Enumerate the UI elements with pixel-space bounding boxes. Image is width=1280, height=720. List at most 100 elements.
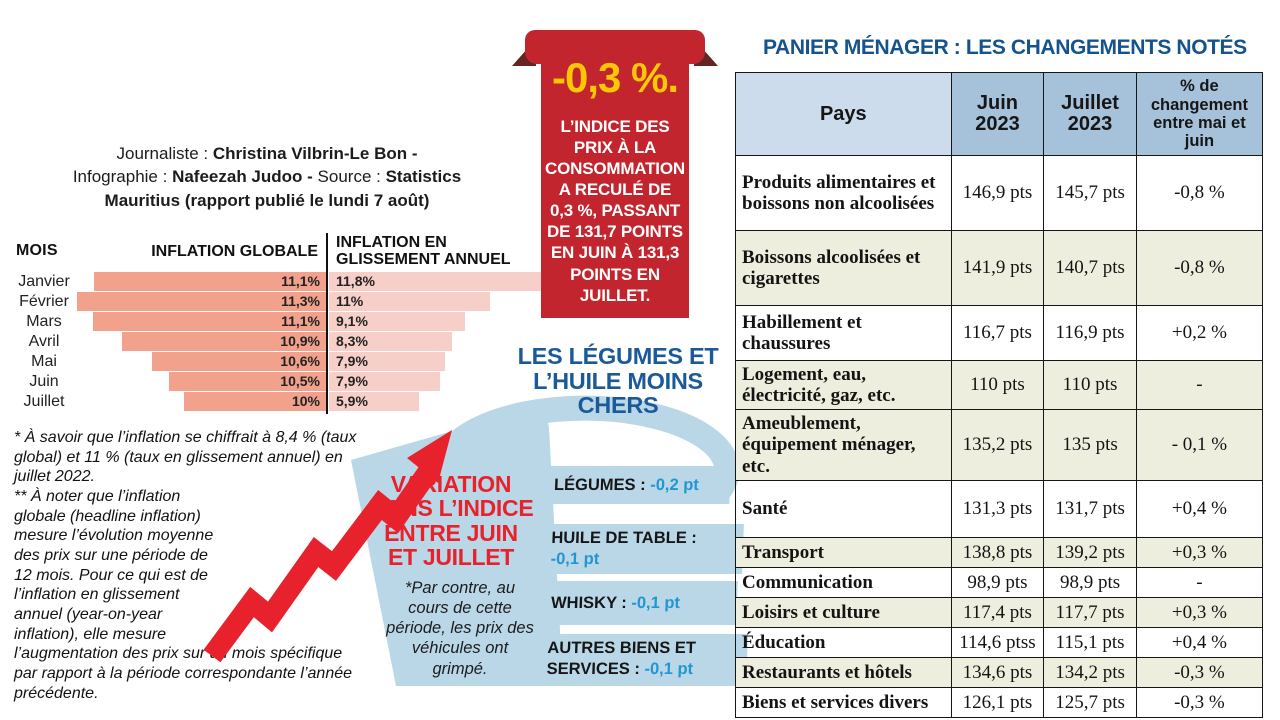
value-cell: 134,2 pts (1043, 657, 1137, 688)
credit-bold-segment: Nafeezah Judoo - (172, 167, 318, 187)
month-label: Juin (29, 373, 59, 390)
value-cell: 115,1 pts (1043, 627, 1137, 658)
table-row: Logement, eau, électricité, gaz, etc. 110… (735, 360, 1264, 410)
credit-segment: Journaliste : (116, 144, 213, 163)
value-cell: +0,2 % (1135, 305, 1264, 361)
value-cell: 98,9 pts (1043, 567, 1137, 598)
value-cell: 116,9 pts (1043, 305, 1137, 361)
credits-block: Journaliste : Christina Vilbrin-Le Bon -… (52, 142, 482, 212)
variation-item-value: -0,1 pt (644, 660, 694, 679)
ribbon-paragraph: L’INDICE DES PRIX À LA CONSOMMATION A RE… (545, 117, 685, 305)
value-cell: - 0,1 % (1135, 409, 1264, 481)
value-cell: 110 pts (950, 360, 1045, 410)
ribbon-banner: -0,3 %. L’INDICE DES PRIX À LA CONSOMMAT… (512, 28, 718, 318)
category-cell: Boissons alcoolisées et cigarettes (735, 230, 952, 306)
value-cell: 126,1 pts (950, 687, 1045, 718)
value-cell: 116,7 pts (950, 305, 1045, 361)
section-heading-legumes: LES LÉGUMES ET L’HUILE MOINS CHERS (517, 343, 719, 419)
month-label: Janvier (18, 273, 70, 290)
table-row: Loisirs et culture 117,4 pts 117,7 pts +0,3… (735, 597, 1264, 628)
category-cell: Produits alimentaires et boissons non al… (735, 155, 952, 231)
variation-item-4: AUTRES BIENS ET SERVICES : -0,1 pt (534, 634, 748, 686)
month-label: Février (19, 293, 69, 310)
table-row: Santé 131,3 pts 131,7 pts +0,4 % (735, 480, 1264, 538)
value-cell: 134,6 pts (950, 657, 1045, 688)
value-cell: +0,4 % (1135, 627, 1264, 658)
variation-item-value: -0,1 pt (631, 594, 681, 612)
value-cell: 135,2 pts (950, 409, 1045, 481)
table-row: Boissons alcoolisées et cigarettes 141,9 … (735, 230, 1264, 306)
variation-item-value: -0,2 pt (649, 476, 700, 494)
variation-item-label: LÉGUMES : (553, 476, 651, 494)
bar-inflation-globale: 10% (184, 392, 326, 411)
column-header-4: % de changement entre mai et juin (1135, 72, 1264, 156)
data-table: Pays Juin 2023 Juillet 2023% de changement… (735, 72, 1264, 718)
bar-inflation-globale: 11,3% (77, 292, 326, 311)
chart-global-column-header: INFLATION GLOBALE (151, 243, 318, 260)
credit-bold-segment: Christina Vilbrin-Le Bon - (212, 144, 418, 163)
chart-row-février: Février 11,3% 11% (0, 292, 600, 312)
credits-line-2: Infographie : Nafeezah Judoo - Source : … (52, 165, 482, 188)
value-cell: +0,3 % (1135, 597, 1264, 628)
variation-item-label: HUILE DE TABLE : (551, 529, 698, 547)
footnote-1: * À savoir que l’inflation se chiffrait … (14, 429, 357, 486)
table-row: Transport 138,8 pts 139,2 pts +0,3 % (735, 537, 1264, 568)
ribbon-headline: -0,3 %. (551, 54, 679, 101)
credit-segment: Source : (317, 167, 386, 187)
value-cell: 110 pts (1043, 360, 1137, 410)
bar-inflation-globale: 11,1% (94, 272, 326, 291)
footnote-wrap-spacer (226, 487, 368, 639)
value-cell: +0,3 % (1135, 537, 1264, 568)
variation-item-value: -0,1 pt (550, 550, 600, 569)
value-cell: 117,4 pts (950, 597, 1045, 628)
chart-month-column-header: MOIS (16, 242, 58, 259)
chart-row-mars: Mars 11,1% 9,1% (0, 312, 600, 332)
column-header-3: Juillet 2023 (1043, 72, 1137, 156)
variation-note: *Par contre, au cours de cette période, … (386, 579, 534, 678)
category-cell: Ameublement, équipement ménager, etc. (735, 409, 952, 481)
variation-title: VARIATION DANS L’INDICE ENTRE JUIN ET JU… (368, 471, 534, 571)
chart-row-juillet: Juillet 10% 5,9% (0, 392, 600, 412)
bar-inflation-glissement: 11% (329, 292, 490, 311)
table-row: Éducation 114,6 ptss 115,1 pts +0,4 % (735, 627, 1264, 658)
credit-segment: Infographie : (72, 167, 173, 187)
month-label: Mars (26, 313, 62, 330)
category-cell: Logement, eau, électricité, gaz, etc. (735, 360, 952, 410)
bar-inflation-glissement: 9,1% (329, 312, 465, 331)
value-cell: - (1135, 567, 1264, 598)
chart-row-mai: Mai 10,6% 7,9% (0, 352, 600, 372)
category-cell: Éducation (735, 627, 952, 658)
variation-item-3: WHISKY : -0,1 pt (536, 581, 738, 625)
value-cell: 131,3 pts (950, 480, 1045, 538)
category-cell: Habillement et chaussures (735, 305, 952, 361)
chart-row-avril: Avril 10,9% 8,3% (0, 332, 600, 352)
variation-item-2: HUILE DE TABLE : -0,1 pt (536, 524, 744, 574)
value-cell: -0,8 % (1135, 155, 1264, 231)
category-cell: Loisirs et culture (735, 597, 952, 628)
value-cell: 135 pts (1043, 409, 1137, 481)
bar-inflation-glissement: 8,3% (329, 332, 452, 351)
value-cell: 131,7 pts (1043, 480, 1137, 538)
table-row: Habillement et chaussures 116,7 pts 116,9 … (735, 305, 1264, 361)
value-cell: 145,7 pts (1043, 155, 1137, 231)
credits-line-1: Journaliste : Christina Vilbrin-Le Bon - (52, 142, 482, 165)
value-cell: - (1135, 360, 1264, 410)
value-cell: 146,9 pts (950, 155, 1045, 231)
credit-bold-segment: Statistics (385, 167, 462, 187)
month-label: Avril (28, 333, 60, 350)
footnote-2: ** À noter que l’inflation globale (head… (14, 487, 368, 703)
bar-inflation-globale: 10,9% (122, 332, 326, 351)
bar-inflation-glissement: 5,9% (329, 392, 419, 411)
value-cell: 125,7 pts (1043, 687, 1137, 718)
bar-inflation-glissement: 11,8% (329, 272, 545, 291)
table-header: Pays Juin 2023 Juillet 2023% de changement… (735, 72, 1264, 156)
value-cell: 138,8 pts (950, 537, 1045, 568)
column-header-2: Juin 2023 (950, 72, 1045, 156)
chart-row-janvier: Janvier 11,1% 11,8% (0, 272, 600, 292)
table-body: Produits alimentaires et boissons non al… (735, 155, 1264, 718)
inflation-bar-chart: Janvier 11,1% 11,8% Février 11,3% 11% Mars 11,1… (0, 272, 600, 412)
value-cell: -0,8 % (1135, 230, 1264, 306)
value-cell: -0,3 % (1135, 687, 1264, 718)
category-cell: Restaurants et hôtels (735, 657, 952, 688)
variation-item-label: WHISKY : (550, 594, 632, 612)
